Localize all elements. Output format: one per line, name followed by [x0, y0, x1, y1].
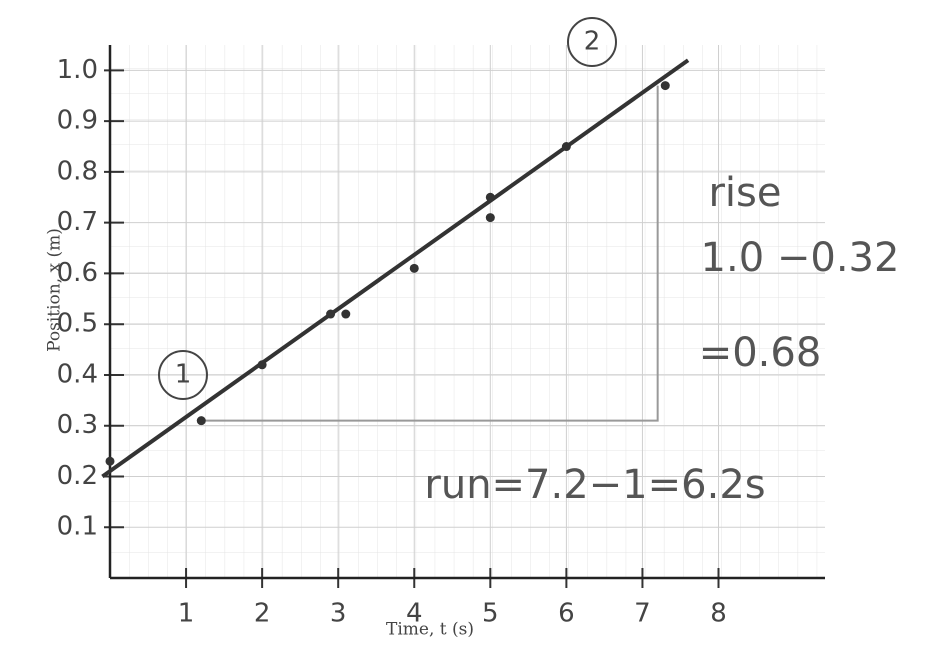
x-tick-label: 5 — [482, 599, 499, 629]
y-tick-label: 1.0 — [57, 55, 98, 85]
annotation: 1.0 −0.32 — [701, 235, 900, 281]
y-tick-label: 0.1 — [57, 512, 98, 542]
x-axis-label: Time, t (s) — [386, 620, 474, 640]
data-point — [486, 213, 495, 222]
annotation: run=7.2−1=6.2s — [424, 462, 765, 508]
x-tick-label: 8 — [710, 599, 727, 629]
x-tick-label: 2 — [254, 599, 271, 629]
annotation: =0.68 — [699, 330, 822, 376]
y-tick-label: 0.8 — [57, 156, 98, 186]
x-tick-label: 4 — [406, 599, 423, 629]
annotation: 1 — [175, 360, 192, 390]
data-point — [341, 310, 350, 319]
y-tick-label: 0.9 — [57, 106, 98, 136]
y-tick-label: 0.5 — [57, 309, 98, 339]
x-tick-label: 3 — [330, 599, 347, 629]
data-point — [661, 81, 670, 90]
annotation: rise — [708, 170, 781, 216]
x-tick-label: 6 — [558, 599, 575, 629]
data-point — [106, 457, 115, 466]
y-tick-label: 0.4 — [57, 359, 98, 389]
data-point — [562, 142, 571, 151]
data-point — [410, 264, 419, 273]
data-point — [326, 310, 335, 319]
data-point — [486, 193, 495, 202]
data-point — [197, 416, 206, 425]
y-tick-label: 0.2 — [57, 461, 98, 491]
data-point — [258, 360, 267, 369]
x-tick-label: 7 — [634, 599, 651, 629]
annotation: 2 — [584, 27, 601, 57]
x-tick-label: 1 — [178, 599, 195, 629]
y-tick-label: 0.7 — [57, 207, 98, 237]
y-tick-label: 0.3 — [57, 410, 98, 440]
chart: Time, t (s) Position, x (m) 0.10.20.30.4… — [0, 0, 927, 645]
y-tick-label: 0.6 — [57, 258, 98, 288]
